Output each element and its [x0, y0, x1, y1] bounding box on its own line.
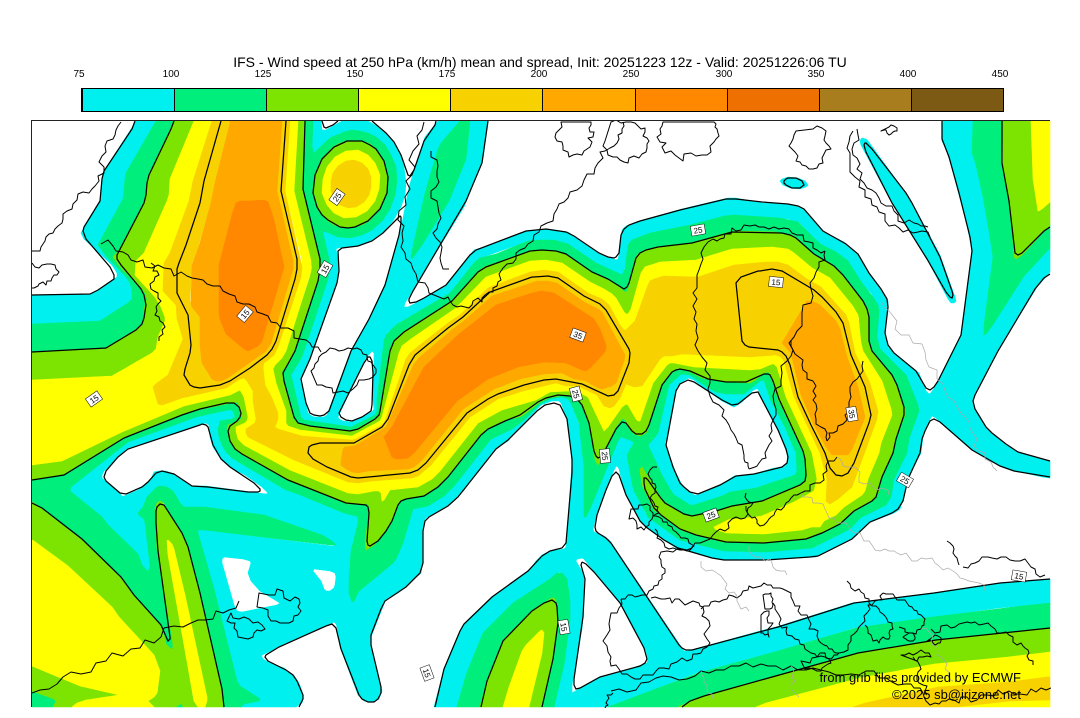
- svg-text:25: 25: [570, 389, 581, 400]
- svg-text:15: 15: [1014, 571, 1025, 582]
- svg-text:35: 35: [572, 330, 584, 342]
- svg-text:25: 25: [705, 510, 717, 522]
- svg-text:25: 25: [693, 225, 704, 236]
- svg-text:15: 15: [771, 278, 781, 288]
- svg-text:15: 15: [421, 667, 433, 679]
- svg-text:35: 35: [846, 409, 857, 420]
- svg-text:25: 25: [600, 451, 610, 461]
- svg-text:15: 15: [558, 622, 569, 633]
